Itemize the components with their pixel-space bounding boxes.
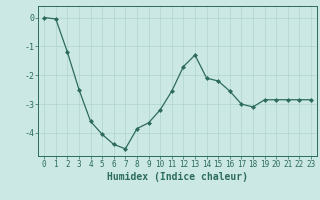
X-axis label: Humidex (Indice chaleur): Humidex (Indice chaleur) — [107, 172, 248, 182]
